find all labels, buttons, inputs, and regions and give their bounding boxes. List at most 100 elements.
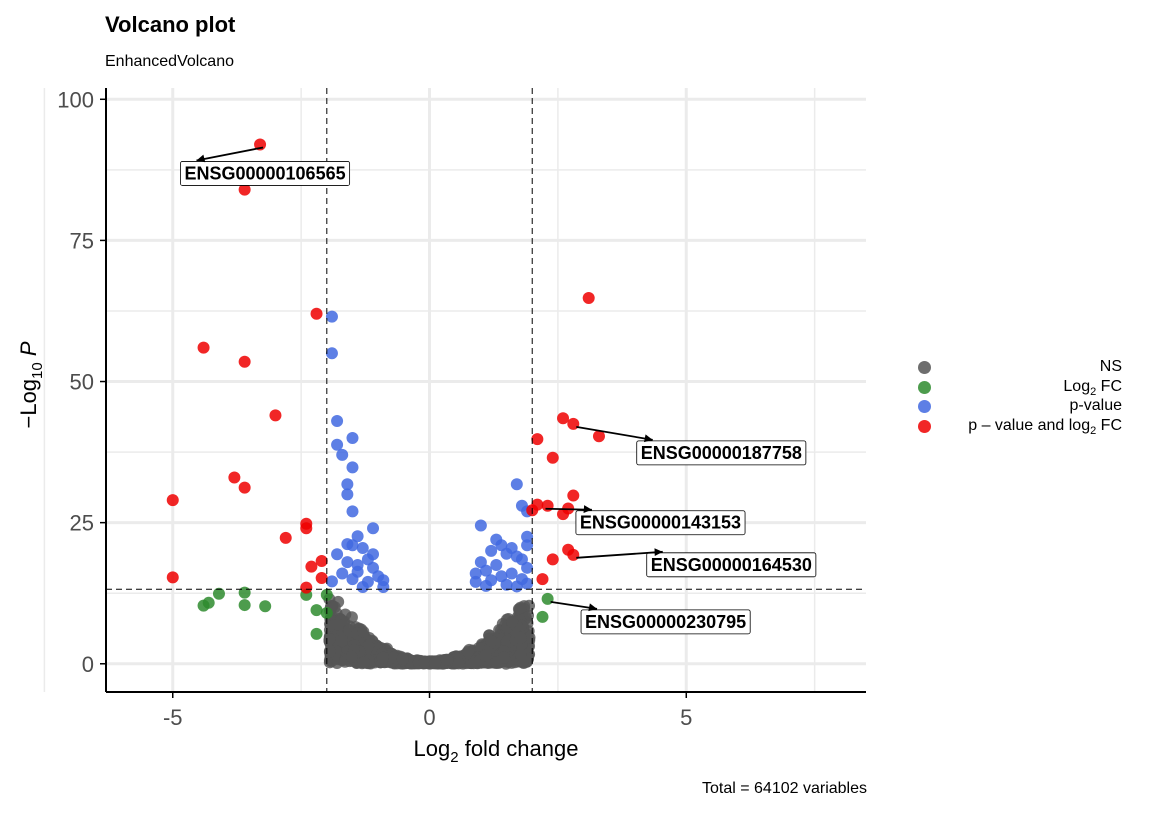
point-p xyxy=(351,530,364,543)
points-layer xyxy=(166,138,605,670)
point-ns xyxy=(376,651,389,664)
point-fc xyxy=(202,596,215,609)
point-fc xyxy=(238,586,251,599)
x-axis-title: Log2 fold change xyxy=(414,736,579,766)
legend-label-pvalue: p-value xyxy=(1069,397,1122,414)
point-p xyxy=(510,580,523,593)
gene-label-arrowhead xyxy=(196,154,206,163)
point-p xyxy=(521,561,534,574)
point-p xyxy=(346,461,359,474)
point-p xyxy=(469,567,482,580)
point-fc_p xyxy=(546,553,559,566)
gene-label-connector xyxy=(196,146,264,162)
legend-item-pvalue: p-value xyxy=(912,397,1122,417)
legend-marker-pvalue xyxy=(918,400,931,413)
gene-label-connector xyxy=(576,550,663,559)
gene-label-ensg00000230795: ENSG00000230795 xyxy=(585,612,746,632)
point-fc_p xyxy=(557,412,570,425)
point-ns xyxy=(418,656,431,669)
point-p xyxy=(325,310,338,323)
point-ns xyxy=(498,651,511,664)
point-ns xyxy=(514,648,527,661)
point-p xyxy=(480,564,492,577)
point-fc xyxy=(310,627,323,640)
point-p xyxy=(331,438,344,451)
y-tick-label: 100 xyxy=(57,87,94,112)
point-fc_p xyxy=(279,531,292,544)
point-fc_p xyxy=(582,291,595,304)
point-ns xyxy=(485,635,498,648)
point-ns xyxy=(506,615,519,628)
gene-label-ensg00000164530: ENSG00000164530 xyxy=(651,555,812,575)
point-p xyxy=(469,575,482,588)
point-p xyxy=(336,448,349,461)
gene-label-ensg00000187758: ENSG00000187758 xyxy=(641,443,802,463)
legend-item-pvalue-and-log2fc: p – value and log2 FC xyxy=(912,417,1122,437)
gene-labels: ENSG00000106565 ENSG00000187758 ENSG000001… xyxy=(180,146,817,635)
gene-label-box xyxy=(636,440,807,466)
point-p xyxy=(346,431,359,444)
x-tick-label: 5 xyxy=(680,705,692,730)
point-fc_p xyxy=(592,430,605,443)
point-ns xyxy=(323,645,336,658)
y-tick-label: 75 xyxy=(70,228,94,253)
point-fc_p xyxy=(557,508,570,521)
point-p xyxy=(367,522,380,535)
y-tick-label: 0 xyxy=(82,652,94,677)
point-fc xyxy=(310,604,323,617)
point-fc_p xyxy=(238,355,251,368)
point-fc xyxy=(212,587,225,600)
point-fc_p xyxy=(541,499,554,512)
y-axis-title: −Log10 P xyxy=(16,341,46,428)
point-ns xyxy=(323,633,336,646)
chart-title: Volcano plot xyxy=(105,12,236,37)
point-p xyxy=(341,556,354,569)
point-p xyxy=(346,573,359,586)
point-fc_p xyxy=(166,571,179,584)
point-fc_p xyxy=(531,433,544,446)
point-ns xyxy=(514,601,527,614)
point-ns xyxy=(357,625,370,638)
point-p xyxy=(356,542,369,555)
point-p xyxy=(490,558,503,571)
point-fc_p xyxy=(567,548,580,561)
point-ns xyxy=(479,649,492,662)
point-fc_p xyxy=(315,571,328,584)
point-p xyxy=(325,575,338,588)
point-p xyxy=(505,567,518,580)
gene-label-arrowhead xyxy=(654,548,663,557)
point-p xyxy=(500,547,513,560)
point-fc_p xyxy=(567,489,580,502)
point-p xyxy=(480,579,492,592)
legend: NS Log2 FC p-value p – value and log2 FC xyxy=(912,358,1122,437)
x-tick-label: 0 xyxy=(423,705,435,730)
legend-label-log2fc: Log2 FC xyxy=(1063,377,1122,398)
point-fc_p xyxy=(546,451,559,464)
point-fc_p xyxy=(238,481,251,494)
gene-label-ensg00000143153: ENSG00000143153 xyxy=(580,513,741,533)
point-fc xyxy=(238,599,251,612)
point-p xyxy=(485,544,498,557)
point-p xyxy=(521,577,534,590)
point-p xyxy=(500,578,513,591)
point-p xyxy=(341,478,354,491)
point-ns xyxy=(514,632,527,645)
legend-item-log2fc: Log2 FC xyxy=(912,378,1122,398)
point-ns xyxy=(396,652,409,665)
point-fc_p xyxy=(269,409,282,422)
point-ns xyxy=(461,645,474,658)
y-tick-label: 50 xyxy=(70,370,94,395)
point-fc_p xyxy=(300,522,313,535)
legend-marker-log2fc xyxy=(918,380,931,394)
point-fc xyxy=(259,600,272,613)
gene-label-arrowhead xyxy=(644,434,653,443)
point-p xyxy=(331,415,344,428)
gene-label-arrowhead xyxy=(583,505,592,513)
x-tick-label: -5 xyxy=(163,705,183,730)
point-p xyxy=(510,478,523,491)
legend-label-pvalue-and-log2fc: p – value and log2 FC xyxy=(968,416,1122,437)
point-p xyxy=(474,519,487,532)
series-p xyxy=(325,310,534,594)
point-p xyxy=(356,581,369,594)
point-ns xyxy=(429,656,442,669)
